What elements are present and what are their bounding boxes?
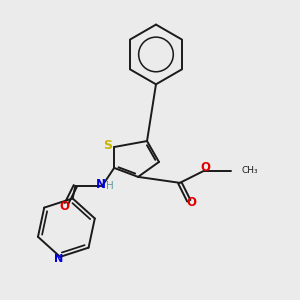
Text: H: H	[106, 182, 114, 191]
Text: O: O	[200, 161, 210, 174]
Text: O: O	[186, 196, 196, 209]
Text: CH₃: CH₃	[242, 166, 259, 175]
Text: N: N	[54, 254, 63, 264]
Text: O: O	[59, 200, 69, 213]
Text: N: N	[96, 178, 106, 191]
Text: S: S	[103, 139, 112, 152]
